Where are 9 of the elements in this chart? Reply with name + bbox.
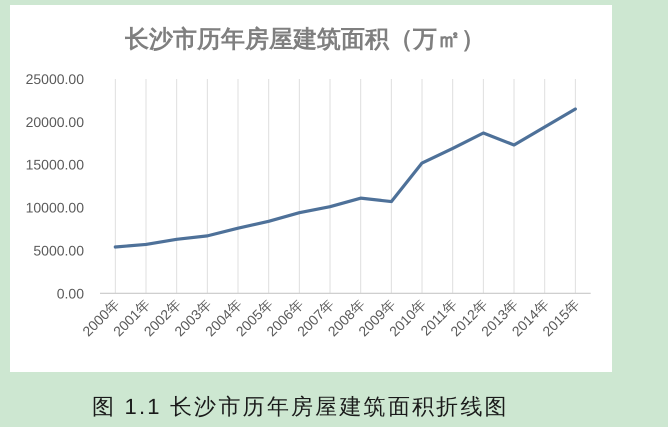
y-tick-label: 0.00: [56, 285, 84, 302]
line-series: [114, 107, 577, 249]
y-tick-label: 25000.00: [26, 71, 84, 87]
chart-title: 长沙市历年房屋建筑面积（万㎡）: [124, 24, 485, 53]
y-tick-label: 10000.00: [26, 200, 84, 216]
y-tick-label: 20000.00: [26, 114, 84, 130]
y-tick-label: 15000.00: [26, 156, 84, 173]
caption: 图 1.1 长沙市历年房屋建筑面积折线图: [92, 394, 509, 419]
y-tick-label: 5000.00: [33, 242, 84, 258]
